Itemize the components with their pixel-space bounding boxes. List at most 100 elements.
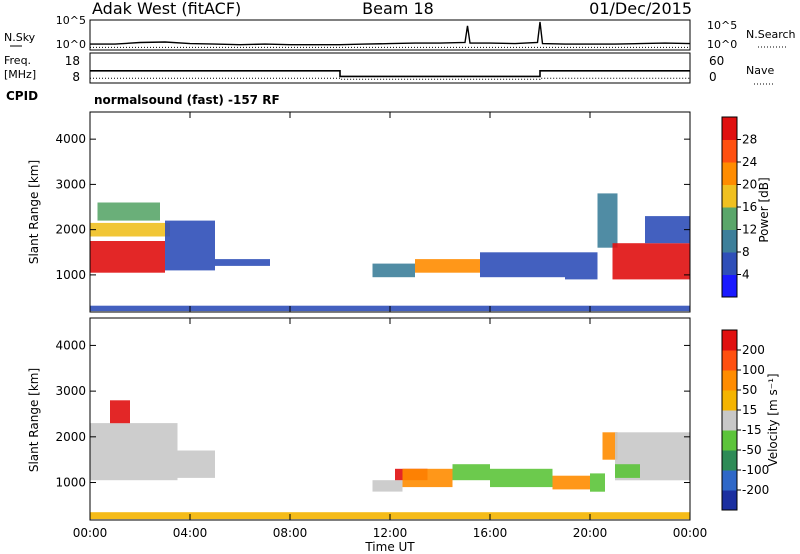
noise-right-tick-bottom: 10^0: [707, 38, 737, 51]
power-cbar-label: Power [dB]: [757, 177, 771, 242]
time-tick-label-6: 00:00: [673, 526, 708, 540]
velocity-region-0: [90, 423, 178, 481]
date-label: 01/Dec/2015: [589, 0, 692, 18]
power-colorbar: 4 8 12 16 20 24 28: [721, 116, 757, 298]
time-axis-label: Time UT: [364, 540, 415, 554]
power-region-7: [480, 252, 565, 278]
freq-left-tick-top: 18: [65, 54, 80, 68]
velocity-region-8: [552, 475, 590, 490]
velocity-ytick-label-3: 4000: [55, 338, 86, 352]
time-tick-label-4: 16:00: [473, 526, 508, 540]
nsky-label: N.Sky: [4, 31, 36, 44]
power-ytick-label-1: 2000: [55, 223, 86, 237]
velocity-cbar-frame: [721, 329, 738, 511]
velocity-cbar-swatch-0: [722, 490, 737, 511]
power-region-8: [565, 252, 598, 280]
freq-unit-label: [MHz]: [4, 68, 36, 81]
power-ylabel: Slant Range [km]: [27, 160, 41, 264]
velocity-cbar-tick-label-0: 200: [742, 343, 765, 357]
power-ytick-label-0: 1000: [55, 268, 86, 282]
freq-left-tick-bottom: 8: [72, 70, 80, 84]
power-region-6: [415, 259, 480, 273]
power-cbar-swatch-3: [722, 207, 737, 230]
nave-label: Nave: [746, 64, 774, 77]
power-region-9: [597, 193, 618, 248]
power-region-5: [372, 263, 415, 278]
power-cbar-tick-label-3: 16: [742, 200, 757, 214]
power-cbar-swatch-6: [722, 139, 737, 163]
velocity-ytick-label-2: 3000: [55, 384, 86, 398]
noise-left-tick-bottom: 10^0: [56, 38, 86, 51]
velocity-cbar-label: Velocity [m s⁻¹]: [766, 373, 780, 466]
velocity-cbar-tick-label-1: 100: [742, 363, 765, 377]
power-cbar-tick-label-6: 28: [742, 133, 757, 147]
velocity-cbar-tick-label-2: 50: [742, 383, 757, 397]
time-tick-label-0: 00:00: [73, 526, 108, 540]
velocity-cbar-swatch-2: [722, 450, 737, 471]
velocity-cbar-swatch-6: [722, 370, 737, 391]
freq-right-tick-bottom: 0: [709, 70, 717, 84]
noise-right-tick-top: 10^5: [707, 19, 737, 32]
power-cbar-swatch-2: [722, 229, 737, 253]
power-cbar-tick-label-1: 8: [742, 245, 750, 259]
velocity-region-10: [602, 432, 618, 460]
velocity-cbar-tick-label-3: 15: [742, 403, 757, 417]
nsearch-label: N.Search: [746, 28, 796, 41]
power-region-1: [90, 222, 170, 237]
power-data: [90, 193, 690, 312]
time-tick-label-5: 20:00: [573, 526, 608, 540]
noise-left-tick-top: 10^5: [56, 14, 86, 27]
power-cbar-tick-label-0: 4: [742, 268, 750, 282]
velocity-cbar-swatch-5: [722, 390, 737, 411]
power-y-axis: 1000 2000 3000 4000: [55, 132, 690, 282]
velocity-region-7: [490, 468, 553, 488]
noise-lines: [90, 21, 691, 48]
velocity-cbar-swatch-4: [722, 410, 737, 431]
velocity-cbar-swatch-3: [722, 430, 737, 451]
velocity-ytick-label-0: 1000: [55, 476, 86, 490]
freq-line: [90, 70, 690, 78]
radar-title: Adak West (fitACF): [92, 0, 241, 18]
time-tick-label-2: 08:00: [273, 526, 308, 540]
velocity-ytick-label-1: 2000: [55, 430, 86, 444]
velocity-cbar-swatch-1: [722, 470, 737, 491]
power-region-0: [90, 241, 165, 273]
velocity-cbar-tick-label-5: -50: [742, 443, 762, 457]
freq-right-tick-top: 60: [709, 54, 724, 68]
time-axis: 00:00 04:00 08:00 12:00 16:00 20:00 00:00: [73, 112, 708, 540]
velocity-cbar-swatch-8: [722, 330, 737, 351]
power-cbar-swatch-1: [722, 252, 737, 275]
time-tick-label-1: 04:00: [173, 526, 208, 540]
nave-line: [90, 77, 690, 80]
power-cbar-tick-label-5: 24: [742, 155, 757, 169]
power-ytick-label-2: 3000: [55, 177, 86, 191]
noise-panel-frame: [89, 19, 691, 51]
velocity-region-3: [372, 480, 403, 492]
power-cbar-tick-label-4: 20: [742, 178, 757, 192]
freq-label: Freq.: [4, 54, 31, 67]
power-cbar-swatch-5: [722, 162, 737, 185]
velocity-cbar-tick-label-7: -200: [742, 483, 769, 497]
velocity-cbar-tick-label-4: -15: [742, 423, 762, 437]
beam-label: Beam 18: [362, 0, 434, 18]
velocity-y-axis: 1000 2000 3000 4000: [55, 338, 690, 490]
velocity-ylabel: Slant Range [km]: [27, 368, 41, 472]
time-tick-label-3: 12:00: [373, 526, 408, 540]
velocity-region-2: [110, 400, 130, 424]
power-region-3: [165, 220, 215, 271]
velocity-region-12: [615, 464, 640, 478]
nsky-line: [90, 21, 691, 46]
velocity-region-6: [452, 464, 490, 481]
velocity-cbar-swatch-7: [722, 350, 737, 371]
velocity-colorbar: 200 100 50 15 -15 -50 -100 -200: [721, 329, 769, 511]
velocity-region-1: [177, 450, 215, 478]
power-cbar-swatch-0: [722, 274, 737, 298]
cpid-label: CPID: [6, 89, 38, 103]
power-region-4: [215, 259, 270, 266]
power-cbar-tick-label-2: 12: [742, 223, 757, 237]
power-ytick-label-3: 4000: [55, 132, 86, 146]
freq-lines: [90, 70, 690, 80]
power-region-10: [612, 243, 690, 280]
power-cbar-swatch-7: [722, 117, 737, 140]
